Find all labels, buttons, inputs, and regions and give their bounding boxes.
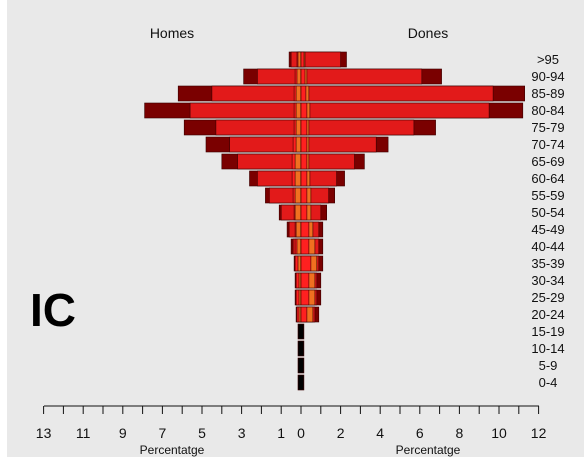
- age-label: 5-9: [539, 358, 558, 373]
- age-label: 65-69: [531, 154, 564, 169]
- bar-dones-2-orange: [300, 85, 307, 102]
- bar-dones-13-orange: [300, 272, 310, 289]
- bar-dones-15-orange: [300, 306, 308, 323]
- bar-homes-12-orange: [297, 255, 302, 272]
- bar-17-total: [297, 340, 305, 357]
- age-label: 55-59: [531, 188, 564, 203]
- age-label: 75-79: [531, 120, 564, 135]
- age-label: 50-54: [531, 205, 564, 220]
- right-title: Dones: [408, 25, 448, 41]
- bar-homes-5-orange: [295, 136, 302, 153]
- age-label: 15-19: [531, 324, 564, 339]
- x-tick-label: 7: [159, 425, 167, 441]
- bar-homes-10-orange: [295, 221, 302, 238]
- age-label: 0-4: [539, 375, 558, 390]
- x-tick-label: 10: [491, 425, 507, 441]
- x-tick-label: 1: [277, 425, 285, 441]
- age-label: 10-14: [531, 341, 564, 356]
- age-label: 60-64: [531, 171, 564, 186]
- bar-19-total: [297, 374, 305, 391]
- bar-dones-4-main: [300, 119, 415, 136]
- bars-layer: [144, 51, 525, 391]
- bar-homes-3-orange: [295, 102, 302, 119]
- bar-dones-7-orange: [300, 170, 308, 187]
- x-tick-label: 5: [198, 425, 206, 441]
- bar-homes-6-orange: [294, 153, 302, 170]
- x-tick-label: 4: [376, 425, 384, 441]
- bar-dones-10-orange: [300, 221, 310, 238]
- bar-homes-7-orange: [294, 170, 302, 187]
- bar-dones-5-orange: [300, 136, 308, 153]
- bar-dones-8-orange: [300, 187, 308, 204]
- age-label: 45-49: [531, 222, 564, 237]
- age-label: 85-89: [531, 86, 564, 101]
- bar-homes-6-main: [237, 153, 302, 170]
- bar-18-total: [297, 357, 305, 374]
- bar-dones-1-orange: [300, 68, 306, 85]
- bar-dones-1-main: [300, 68, 423, 85]
- bar-homes-0-orange: [297, 51, 302, 68]
- age-label: 20-24: [531, 307, 564, 322]
- age-labels-layer: >95 90-94 85-89 80-84 75-79 70-74 65-69 60-64 55…: [531, 52, 564, 390]
- left-title: Homes: [150, 25, 194, 41]
- age-label: 90-94: [531, 69, 564, 84]
- bar-dones-0-orange: [300, 51, 305, 68]
- bar-homes-4-orange: [295, 119, 302, 136]
- bar-homes-9-orange: [294, 204, 302, 221]
- bar-dones-14-orange: [300, 289, 310, 306]
- x-axis-label-right: Percentatge: [396, 443, 461, 457]
- bar-homes-4-main: [215, 119, 302, 136]
- age-label: 25-29: [531, 290, 564, 305]
- bar-dones-9-orange: [300, 204, 308, 221]
- bar-homes-3-main: [189, 102, 302, 119]
- bar-dones-2-main: [300, 85, 494, 102]
- x-axis-label-left: Percentatge: [140, 443, 205, 457]
- x-tick-label: 2: [337, 425, 345, 441]
- bar-dones-0-main: [300, 51, 341, 68]
- x-tick-label: 0: [297, 425, 305, 441]
- x-tick-label: 6: [416, 425, 424, 441]
- bar-dones-3-main: [300, 102, 490, 119]
- bar-dones-12-orange: [300, 255, 312, 272]
- age-label: 80-84: [531, 103, 564, 118]
- x-axis: 13 11 9 7 5 3 1 0 2 4 6 8 10 12: [36, 405, 547, 441]
- bar-dones-11-orange: [300, 238, 310, 255]
- x-tick-label: 3: [238, 425, 246, 441]
- bar-dones-5-main: [300, 136, 377, 153]
- age-label: >95: [537, 52, 559, 67]
- bar-homes-8-orange: [294, 187, 302, 204]
- bar-dones-3-orange: [300, 102, 308, 119]
- x-tick-label: 11: [76, 425, 91, 441]
- bar-homes-11-orange: [296, 238, 302, 255]
- bar-dones-6-orange: [300, 153, 308, 170]
- bar-16-total: [297, 323, 305, 340]
- bar-homes-1-orange: [296, 68, 302, 85]
- panel-label: IC: [30, 284, 76, 336]
- bar-homes-2-main: [211, 85, 302, 102]
- x-tick-label: 8: [456, 425, 464, 441]
- left-strip: [0, 0, 7, 457]
- age-label: 30-34: [531, 273, 564, 288]
- x-tick-label: 9: [119, 425, 127, 441]
- age-label: 40-44: [531, 239, 564, 254]
- bar-homes-1-main: [257, 68, 302, 85]
- x-tick-label: 13: [36, 425, 52, 441]
- bar-dones-4-orange: [300, 119, 308, 136]
- bar-homes-2-orange: [295, 85, 302, 102]
- age-label: 35-39: [531, 256, 564, 271]
- age-label: 70-74: [531, 137, 564, 152]
- bar-homes-5-main: [229, 136, 302, 153]
- x-tick-label: 12: [531, 425, 547, 441]
